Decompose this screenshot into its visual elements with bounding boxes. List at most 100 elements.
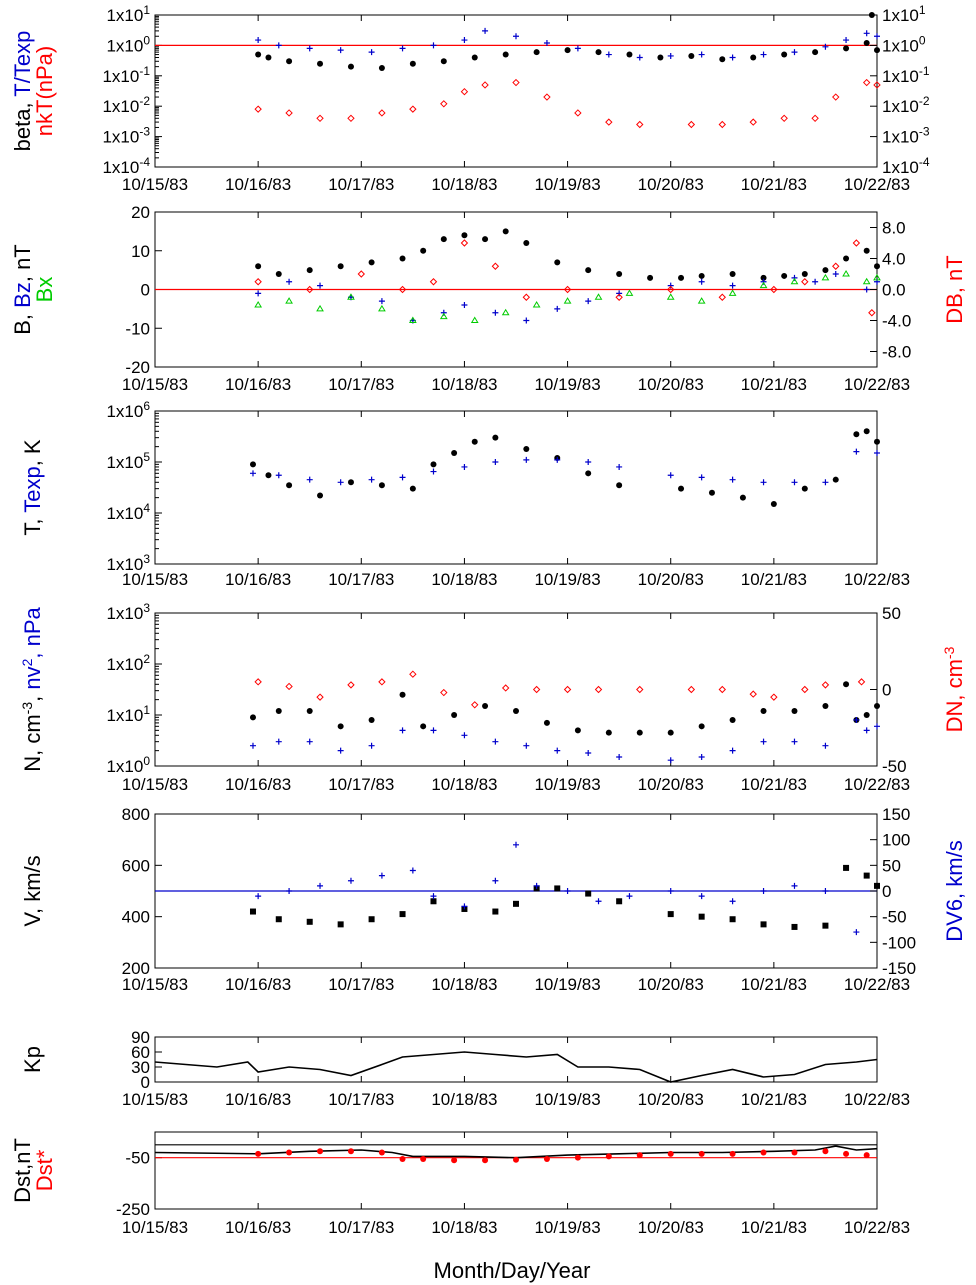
series-2-point-13 bbox=[666, 293, 675, 300]
right-y-tick-label: 50 bbox=[882, 604, 901, 623]
right-y-tick-label: -150 bbox=[882, 959, 916, 978]
series-1-point-8 bbox=[492, 459, 499, 465]
y-tick-label-mantissa: 1x10 bbox=[102, 128, 139, 147]
series-1-point-19 bbox=[822, 43, 829, 50]
x-tick-label: 10/16/83 bbox=[225, 975, 291, 994]
right-series-0-point-20 bbox=[853, 929, 860, 936]
series-0-point-17 bbox=[750, 54, 757, 61]
left-axis-label-part-0: N, cm bbox=[20, 714, 45, 771]
y-tick-label-mantissa: 1x10 bbox=[106, 604, 143, 623]
series-2-point-8 bbox=[481, 81, 489, 89]
series-1-point-13 bbox=[636, 1152, 643, 1159]
right-series-0-point-7 bbox=[471, 701, 479, 709]
series-0-point-20 bbox=[843, 864, 850, 871]
series-0-point-23 bbox=[843, 255, 850, 262]
right-y-tick-label-mantissa: 1x10 bbox=[882, 97, 919, 116]
series-2-point-15 bbox=[718, 120, 726, 129]
right-series-0-point-1 bbox=[306, 285, 314, 294]
plot-frame bbox=[154, 1036, 878, 1083]
series-0-point-14 bbox=[657, 54, 664, 61]
series-0-point-15 bbox=[678, 485, 685, 492]
series-2-point-1 bbox=[285, 297, 293, 304]
series-1-point-10 bbox=[554, 456, 561, 463]
x-tick-label: 10/16/83 bbox=[225, 1218, 291, 1237]
x-tick-label: 10/21/83 bbox=[741, 975, 807, 994]
y-tick-label-exponent: 6 bbox=[143, 399, 150, 413]
series-2-point-18 bbox=[811, 114, 819, 123]
y-tick-label-exponent: 2 bbox=[143, 652, 150, 666]
series-0-point-10 bbox=[502, 228, 509, 235]
series-0-point-20 bbox=[832, 476, 839, 483]
y-tick-label: 1x105 bbox=[106, 450, 150, 472]
x-tick-label: 10/17/83 bbox=[328, 570, 394, 589]
series-0-point-14 bbox=[616, 271, 623, 277]
right-series-0-point-18 bbox=[791, 882, 798, 889]
x-tick-label: 10/18/83 bbox=[431, 570, 497, 589]
series-0-point-19 bbox=[812, 49, 819, 56]
x-tick-label: 10/18/83 bbox=[431, 975, 497, 994]
series-1-point-2 bbox=[317, 282, 324, 289]
left-axis-label-part-1: T/Texp bbox=[10, 31, 35, 97]
left-axis-label-part-2: , bbox=[20, 690, 45, 702]
series-1-point-9 bbox=[523, 742, 530, 749]
series-0-point-1 bbox=[265, 54, 272, 61]
series-0-point-17 bbox=[739, 494, 746, 501]
series-0-point-24 bbox=[863, 247, 870, 254]
series-2-point-3 bbox=[347, 293, 355, 300]
right-series-0-point-13 bbox=[801, 278, 809, 286]
x-tick-label: 10/19/83 bbox=[534, 975, 600, 994]
x-tick-label: 10/17/83 bbox=[328, 975, 394, 994]
series-2-point-8 bbox=[501, 308, 510, 316]
y-tick-label-exponent: 0 bbox=[143, 33, 150, 47]
right-series-0-point-12 bbox=[595, 898, 602, 905]
y-tick-label: 1x106 bbox=[106, 399, 150, 421]
series-0-point-22 bbox=[822, 267, 829, 274]
series-1-point-9 bbox=[513, 1156, 519, 1163]
y-tick-label: -50 bbox=[125, 1149, 150, 1168]
series-0-point-15 bbox=[698, 913, 705, 920]
series-1-point-22 bbox=[874, 33, 880, 40]
y-tick-label: 20 bbox=[131, 203, 150, 222]
series-0-point-19 bbox=[760, 274, 767, 281]
series-1-point-8 bbox=[482, 1157, 489, 1164]
series-2-point-1 bbox=[285, 109, 293, 117]
y-tick-label: 1x101 bbox=[106, 703, 150, 725]
series-1-point-9 bbox=[513, 33, 519, 40]
series-0-point-18 bbox=[781, 51, 788, 58]
y-tick-label: -250 bbox=[116, 1200, 150, 1219]
series-0-point-4 bbox=[347, 63, 354, 70]
x-tick-label: 10/15/83 bbox=[122, 175, 188, 194]
x-tick-label: 10/22/83 bbox=[844, 1090, 910, 1109]
series-1-point-12 bbox=[605, 1153, 612, 1160]
series-0-point-10 bbox=[543, 719, 550, 726]
x-tick-label: 10/17/83 bbox=[328, 1090, 394, 1109]
x-tick-label: 10/22/83 bbox=[844, 375, 910, 394]
x-tick-label: 10/22/83 bbox=[844, 975, 910, 994]
series-2-point-5 bbox=[409, 105, 417, 113]
series-0-point-22 bbox=[863, 428, 870, 435]
series-1-point-6 bbox=[420, 1155, 427, 1162]
series-1-point-1 bbox=[275, 472, 282, 479]
series-0-point-8 bbox=[482, 703, 489, 710]
right-series-0-point-17 bbox=[760, 888, 767, 894]
right-series-0-point-0 bbox=[254, 678, 262, 686]
right-series-0-point-16 bbox=[770, 693, 778, 701]
y-tick-label-exponent: 0 bbox=[143, 754, 150, 768]
right-y-tick-label: 100 bbox=[882, 831, 910, 850]
series-0-point-6 bbox=[430, 898, 437, 905]
series-2-point-21 bbox=[873, 81, 881, 89]
plot-frame bbox=[154, 410, 878, 565]
y-tick-label: 30 bbox=[131, 1058, 150, 1077]
right-axis-label-part-0: DV6, km/s bbox=[942, 840, 967, 941]
series-1-point-3 bbox=[347, 1148, 354, 1155]
plot-frame bbox=[154, 14, 878, 168]
series-0-point-4 bbox=[368, 259, 375, 266]
right-y-tick-label-mantissa: 1x10 bbox=[882, 67, 919, 86]
series-2-point-17 bbox=[780, 114, 788, 123]
right-y-tick-label-mantissa: 1x10 bbox=[882, 36, 919, 55]
x-tick-label: 10/18/83 bbox=[431, 1218, 497, 1237]
series-1-point-1 bbox=[275, 738, 282, 745]
series-0-point-8 bbox=[471, 54, 478, 61]
series-2-point-9 bbox=[512, 78, 520, 87]
series-1-point-7 bbox=[461, 463, 468, 470]
